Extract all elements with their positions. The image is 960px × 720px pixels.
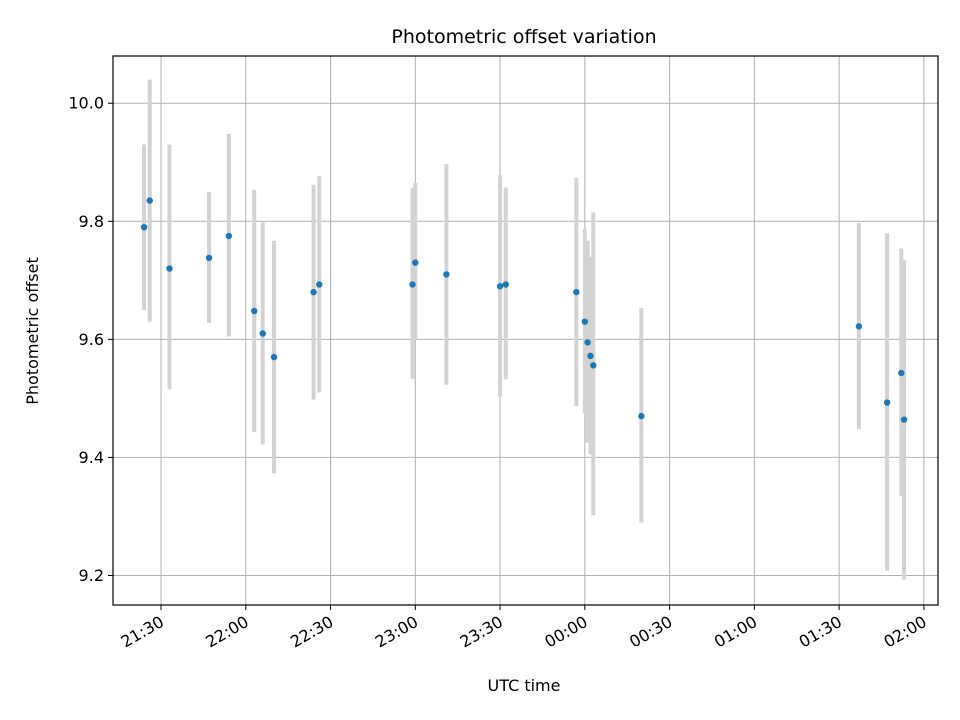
data-points <box>140 197 908 423</box>
data-point <box>590 362 597 369</box>
data-point <box>883 399 891 406</box>
data-point <box>581 318 589 325</box>
data-point <box>855 323 863 330</box>
data-point <box>140 223 148 231</box>
data-point <box>316 281 323 288</box>
data-point <box>270 353 278 361</box>
y-tick-label: 9.8 <box>79 212 104 231</box>
y-tick-label: 10.0 <box>68 94 104 113</box>
data-point <box>409 281 416 288</box>
y-axis-label: Photometric offset <box>23 257 42 405</box>
data-point <box>146 197 153 204</box>
data-point <box>587 352 594 360</box>
y-axis: 9.2 9.4 9.6 9.8 10.0 <box>68 94 113 585</box>
data-point <box>443 271 450 278</box>
data-point <box>638 412 645 420</box>
data-point <box>573 288 580 296</box>
data-point <box>251 307 258 315</box>
x-axis-label: UTC time <box>488 676 561 695</box>
y-tick-label: 9.6 <box>79 330 104 349</box>
data-point <box>900 416 908 423</box>
data-point <box>225 232 233 240</box>
y-tick-label: 9.4 <box>79 448 104 467</box>
y-tick-label: 9.2 <box>79 566 104 585</box>
data-point <box>310 288 317 296</box>
data-point <box>502 281 509 288</box>
chart-title: Photometric offset variation <box>391 26 656 48</box>
data-point <box>259 330 266 337</box>
data-point <box>412 259 419 266</box>
data-point <box>166 265 173 272</box>
data-point <box>205 254 213 262</box>
data-point <box>496 283 504 290</box>
data-point <box>898 369 905 377</box>
data-point <box>584 339 591 346</box>
plot-frame <box>112 55 939 606</box>
